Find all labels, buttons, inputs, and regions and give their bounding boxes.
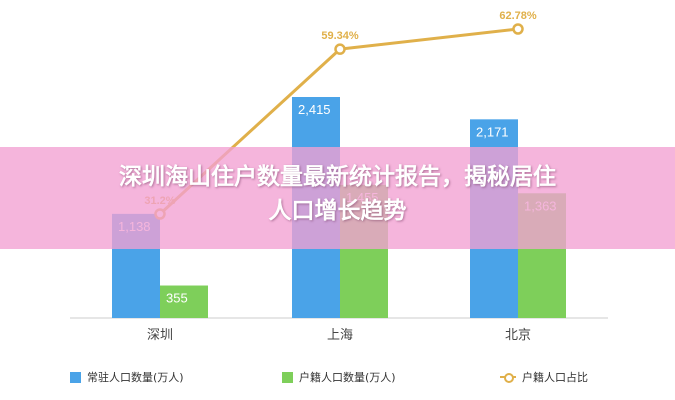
x-tick-label-0: 深圳 [147, 328, 173, 343]
overlay-title: 深圳海山住户数量最新统计报告，揭秘居住 人口增长趋势 [0, 160, 675, 228]
legend-swatch-registered [282, 371, 293, 383]
bar-registered-0 [160, 285, 208, 318]
overlay-title-line-1: 深圳海山住户数量最新统计报告，揭秘居住 [119, 164, 556, 190]
ratio-point-2 [512, 23, 524, 35]
title-banner [0, 147, 675, 249]
legend-label-registered: 户籍人口数量(万人) [299, 371, 396, 384]
bar-label-resident-1: 2,415 [298, 102, 331, 117]
x-tick-label-2: 北京 [505, 328, 531, 343]
legend-label-resident: 常驻人口数量(万人) [87, 371, 184, 384]
ratio-label-2: 62.78% [499, 10, 537, 22]
overlay-title-line-2: 人口增长趋势 [268, 198, 407, 224]
legend-item-ratio: 户籍人口占比 [500, 369, 588, 385]
bar-label-registered-0: 355 [166, 291, 188, 306]
x-tick-label-1: 上海 [327, 328, 353, 343]
legend-label-ratio: 户籍人口占比 [522, 371, 588, 384]
legend-item-resident: 常驻人口数量(万人) [70, 369, 184, 385]
ratio-label-1: 59.34% [321, 30, 359, 42]
legend-item-registered: 户籍人口数量(万人) [282, 369, 396, 385]
legend-swatch-resident [70, 371, 81, 383]
bar-label-resident-2: 2,171 [476, 124, 509, 139]
chart-legend: 常驻人口数量(万人) 户籍人口数量(万人) 户籍人口占比 [0, 366, 675, 388]
ratio-point-1 [334, 43, 346, 55]
legend-swatch-ratio [500, 372, 516, 383]
